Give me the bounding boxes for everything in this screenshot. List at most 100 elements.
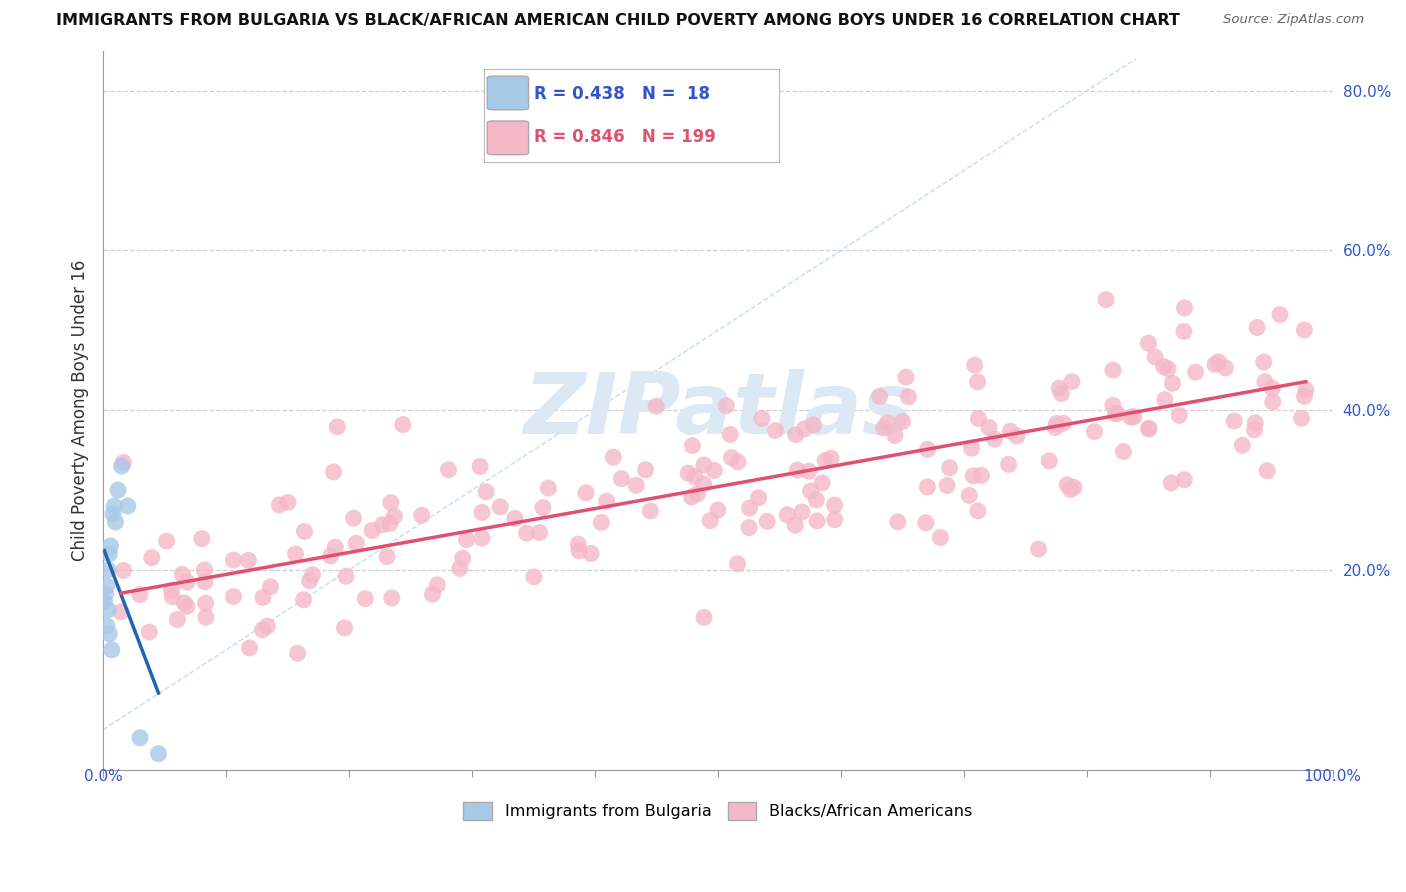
Point (194, 574, 217, 589)
Point (381, 591, 404, 605)
Point (1060, 375, 1083, 389)
Point (1295, 383, 1317, 397)
Point (785, 518, 807, 533)
Point (1104, 407, 1126, 421)
Point (1112, 444, 1135, 458)
Point (894, 370, 917, 384)
Point (1232, 438, 1254, 452)
Point (963, 358, 986, 372)
Point (1102, 398, 1125, 412)
Point (1268, 308, 1291, 322)
Point (1102, 363, 1125, 377)
Point (814, 453, 837, 467)
Point (929, 531, 952, 545)
Point (645, 399, 668, 413)
Point (869, 389, 891, 403)
Point (1137, 421, 1160, 435)
Point (1059, 483, 1081, 497)
Point (824, 498, 846, 512)
Point (914, 516, 936, 530)
Point (1005, 429, 1028, 443)
Point (451, 551, 474, 566)
Point (1160, 475, 1182, 490)
Point (676, 466, 699, 480)
Point (1157, 361, 1180, 376)
Point (1168, 409, 1191, 423)
Point (884, 428, 907, 442)
Point (97, 603, 120, 617)
Point (1294, 389, 1316, 403)
Point (763, 424, 786, 438)
Point (966, 375, 988, 389)
Point (1184, 365, 1206, 379)
Point (891, 415, 914, 429)
Point (326, 420, 349, 434)
Point (172, 567, 194, 582)
Point (738, 501, 761, 516)
Point (301, 567, 323, 582)
Point (567, 537, 589, 551)
Point (1153, 392, 1175, 407)
Point (292, 592, 315, 607)
Point (718, 427, 741, 442)
Point (1261, 381, 1284, 395)
Point (173, 596, 195, 610)
Point (96, 579, 118, 593)
Point (256, 619, 278, 633)
Point (693, 610, 716, 624)
Point (575, 486, 598, 500)
Point (162, 590, 184, 604)
Point (1050, 386, 1073, 401)
Point (1052, 417, 1074, 431)
Point (1256, 464, 1278, 478)
Point (738, 521, 761, 535)
Point (824, 512, 846, 526)
Point (252, 623, 274, 637)
Point (523, 570, 546, 584)
Point (1137, 422, 1160, 436)
Point (970, 468, 993, 483)
Point (96, 619, 118, 633)
Point (716, 399, 738, 413)
Text: 0.0%: 0.0% (84, 769, 122, 783)
Point (98, 627, 121, 641)
Point (917, 442, 939, 457)
Point (104, 515, 127, 529)
Point (751, 411, 773, 425)
Point (1243, 423, 1265, 437)
Point (681, 439, 703, 453)
Text: Source: ZipAtlas.com: Source: ZipAtlas.com (1223, 13, 1364, 27)
Point (876, 416, 898, 430)
Point (129, 731, 152, 745)
Point (936, 478, 959, 492)
Y-axis label: Child Poverty Among Boys Under 16: Child Poverty Among Boys Under 16 (72, 260, 89, 561)
Point (93, 595, 115, 609)
Point (727, 557, 749, 571)
Point (259, 580, 281, 594)
Point (222, 553, 245, 567)
Point (456, 533, 478, 547)
Point (128, 588, 150, 602)
Point (1173, 301, 1195, 315)
Point (681, 490, 703, 504)
Point (1208, 355, 1230, 369)
Point (375, 549, 398, 564)
Point (1253, 355, 1275, 369)
Point (117, 499, 139, 513)
Point (468, 459, 491, 474)
Point (756, 514, 779, 528)
Point (411, 508, 433, 523)
Point (100, 643, 122, 657)
Point (793, 422, 815, 436)
Point (110, 605, 132, 619)
Point (887, 515, 910, 529)
Point (790, 505, 813, 519)
Point (471, 531, 494, 545)
Point (977, 420, 1000, 434)
Point (610, 472, 633, 486)
Point (1153, 359, 1175, 374)
Point (107, 483, 129, 497)
Point (1045, 417, 1067, 431)
Point (319, 549, 342, 563)
Point (391, 417, 413, 432)
